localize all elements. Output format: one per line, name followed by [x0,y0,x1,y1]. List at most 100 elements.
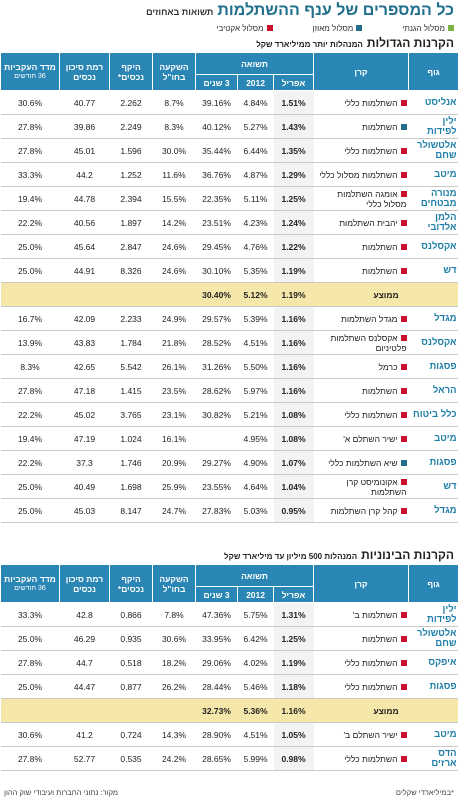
cell: 5.27% [237,114,274,139]
fund: השתלמות כללי [313,402,409,427]
average-row: ממוצע 1.19% 5.12% 30.40% [0,282,458,307]
header-cell: אפריל [273,586,315,603]
company: דש [408,474,458,499]
thead: גוף קרן תשואה השקעה בחו"ל היקף נכסים* רמת סיכ… [0,564,458,603]
cell: 5.35% [237,258,274,283]
cell: 30.6% [0,722,60,747]
row: מגדל מגדל השתלמות 1.16% 5.39% 29.57% 24.9% 2.2… [0,306,458,331]
subtitle: תשואות באחוזים [146,7,214,17]
cell: 14.2% [152,210,196,235]
section-title-text: הקרנות הבינוניות [361,548,454,562]
cell: 30.6% [0,90,60,115]
cell: 14.3% [152,722,196,747]
average-row: ממוצע 1.16% 5.36% 32.73% [0,698,458,723]
fund: יהבית השתלמות [313,210,409,235]
cell: 25.0% [0,474,60,499]
cell: 45.64 [59,234,110,259]
cell: 4.90% [237,450,274,475]
header-subtext: 36 חודשים [14,584,46,592]
header-cell: השקעה בחו"ל [152,52,196,91]
fund: קהל קרן השתלמות [313,498,409,523]
cell: 1.024 [109,426,153,451]
company: הראל [408,378,458,403]
header-cell: קרן [313,564,410,603]
table: גוף קרן תשואה השקעה בחו"ל היקף נכסים* רמת סיכ… [0,564,458,771]
row: מיטב ישיר השתלם א' 1.08% 4.95% 16.1% 1.024 47.… [0,426,458,451]
cell: 47.36% [195,602,238,627]
cell: 26.1% [152,354,196,379]
row: מנורה מבטחים אומגה השתלמות מסלול כללי 1.25… [0,186,458,211]
track-marker [400,411,407,418]
cell: 42.09 [59,306,110,331]
header-cell: 2012 [237,74,275,91]
empty-cell [109,698,153,723]
cell: 28.44% [195,674,238,699]
track-marker [400,387,407,394]
cell: 29.27% [195,450,238,475]
cell: 22.2% [0,210,60,235]
header-cell: 3 שנים [194,74,239,91]
track-marker [400,123,407,130]
fund-name: ישיר השתלם א' [343,433,398,444]
footnote: *במיליארדי שקלים [395,788,454,797]
cell: 45.01 [59,138,110,163]
header-cell: מדד העקביות 36 חודשים [0,564,60,603]
legend-item: מסלול אקטיבי [216,24,273,33]
row: כלל ביטוח השתלמות כללי 1.08% 5.21% 30.82% 23.… [0,402,458,427]
company: מיטב [408,426,458,451]
fund-name: קהל קרן השתלמות [330,505,398,516]
cell: 33.95% [195,626,238,651]
cell: 27.8% [0,378,60,403]
cell: 5.03% [237,498,274,523]
cell: 25.0% [0,674,60,699]
fund: ישיר השתלם ב' [313,722,409,747]
cell: 11.6% [152,162,196,187]
cell: 1.05% [273,722,314,747]
cell: 44.47 [59,674,110,699]
fund: השתלמות כללי [313,90,409,115]
cell: 5.99% [237,746,274,771]
company: מגדל [408,498,458,523]
cell: 37.3 [59,450,110,475]
cell: 1.25% [273,186,314,211]
cell: 5.97% [237,378,274,403]
track-marker [400,507,407,514]
cell: 22.2% [0,450,60,475]
row: מגדל קהל קרן השתלמות 0.95% 5.03% 27.83% 24.7%… [0,498,458,523]
average-value: 32.73% [195,698,238,723]
average-label: ממוצע [313,282,458,307]
company: פסגות [408,354,458,379]
cell: 45.02 [59,402,110,427]
cell: 40.12% [195,114,238,139]
cell: 30.10% [195,258,238,283]
row: מיטב השתלמות מסלול כללי 1.29% 4.87% 36.76% 11… [0,162,458,187]
track-marker [400,171,407,178]
cell: 36.76% [195,162,238,187]
company: אנליסט [408,90,458,115]
empty-cell [152,282,196,307]
company: מיטב [408,722,458,747]
company: ילין לפידות [408,602,458,627]
tbody: אנליסט השתלמות כללי 1.51% 4.84% 39.16% 8.7% 2.… [0,90,458,523]
cell: 18.2% [152,650,196,675]
cell: 33.3% [0,602,60,627]
cell: 5.75% [237,602,274,627]
cell: 4.51% [237,330,274,355]
company: אקסלנס [408,234,458,259]
company: הדס ארזים [408,746,458,771]
cell: 45.03 [59,498,110,523]
cell: 43.83 [59,330,110,355]
fund-name: השתלמות כללי [344,657,398,668]
cell: 44.91 [59,258,110,283]
cell: 31.26% [195,354,238,379]
section-subtitle: המנהלות 500 מיליון עד מיליארד שקל [224,552,358,561]
cell: 6.42% [237,626,274,651]
fund-name: השתלמות ב' [352,609,398,620]
company: דש [408,258,458,283]
cell: 28.62% [195,378,238,403]
cell: 1.25% [273,626,314,651]
fund: השתלמות ב' [313,602,409,627]
empty-cell [0,282,60,307]
row: אנליסט השתלמות כללי 1.51% 4.84% 39.16% 8.7% 2.… [0,90,458,115]
section-title-text: הקרנות הגדולות [366,36,454,50]
